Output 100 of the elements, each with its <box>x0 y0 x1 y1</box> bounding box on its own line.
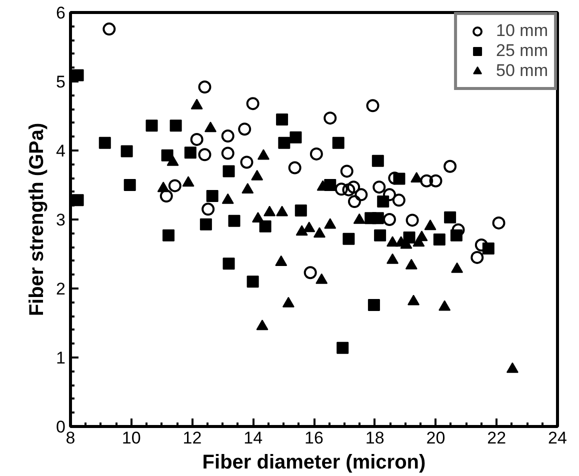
point <box>102 22 116 36</box>
point <box>386 253 399 264</box>
point <box>228 214 240 227</box>
point <box>410 172 423 182</box>
x-tick-label: 20 <box>426 428 446 448</box>
point <box>444 211 456 224</box>
point <box>264 206 276 216</box>
point <box>72 194 84 206</box>
legend-label: 25 mm <box>496 41 548 61</box>
point <box>342 232 355 245</box>
point <box>470 250 484 264</box>
point <box>290 131 302 144</box>
point <box>438 300 451 311</box>
point <box>160 190 173 203</box>
point <box>282 296 294 308</box>
x-axis-title: Fiber diameter (micron) <box>202 452 426 474</box>
point <box>166 155 179 166</box>
x-tick-label: 12 <box>182 428 202 448</box>
point <box>482 242 494 254</box>
x-tick-label: 24 <box>548 428 567 448</box>
point <box>310 147 323 160</box>
point <box>206 190 218 202</box>
point <box>168 179 182 192</box>
point <box>276 206 288 216</box>
point <box>324 112 337 125</box>
point <box>294 204 307 217</box>
point <box>382 213 396 226</box>
point <box>120 145 133 158</box>
point <box>275 255 288 266</box>
point <box>334 182 348 196</box>
point <box>405 258 418 270</box>
point <box>190 132 204 146</box>
point <box>98 136 111 149</box>
point <box>336 342 349 354</box>
point <box>278 136 290 149</box>
point <box>366 99 380 112</box>
x-tick-label: 18 <box>365 428 384 448</box>
legend-label: 10 mm <box>496 21 548 41</box>
y-tick-label: 4 <box>56 142 66 160</box>
point <box>353 213 366 224</box>
point <box>170 120 182 132</box>
point <box>506 362 518 373</box>
point <box>240 156 254 169</box>
point <box>257 149 270 160</box>
point <box>251 170 264 180</box>
point <box>146 120 158 132</box>
point <box>182 176 194 187</box>
point <box>474 238 488 252</box>
x-tick-label: 22 <box>487 428 506 448</box>
point <box>200 218 212 230</box>
y-tick-label: 1 <box>56 348 66 368</box>
y-tick-label: 0 <box>56 418 66 436</box>
y-tick-label: 5 <box>56 72 66 92</box>
point <box>332 136 344 149</box>
point <box>406 214 419 227</box>
point <box>184 146 196 159</box>
point <box>374 229 386 242</box>
point <box>348 195 361 208</box>
point <box>256 320 268 330</box>
x-tick-label: 16 <box>304 428 324 448</box>
point <box>429 174 442 188</box>
point <box>204 122 217 132</box>
point <box>222 258 235 270</box>
point <box>222 165 235 178</box>
point <box>444 160 457 173</box>
point <box>420 174 434 188</box>
x-tick-label: 10 <box>122 428 141 448</box>
point <box>238 122 252 136</box>
point <box>222 193 234 204</box>
point <box>221 130 234 142</box>
point <box>296 225 308 236</box>
point <box>382 188 396 202</box>
y-tick-label: 6 <box>56 4 66 22</box>
point <box>124 179 136 191</box>
point <box>246 97 260 110</box>
point <box>303 222 316 232</box>
y-tick-label: 2 <box>56 280 66 298</box>
point <box>354 188 368 202</box>
point <box>157 182 170 192</box>
point <box>316 273 328 284</box>
point <box>416 230 428 242</box>
point <box>433 234 446 246</box>
point <box>451 262 464 273</box>
point <box>252 212 264 222</box>
point <box>221 146 234 160</box>
point <box>198 80 212 94</box>
point <box>246 276 259 288</box>
point <box>162 229 175 242</box>
point <box>372 154 384 167</box>
point <box>377 196 390 208</box>
point <box>202 202 215 216</box>
point <box>450 229 462 242</box>
point <box>492 216 506 230</box>
point <box>259 220 272 232</box>
point <box>340 164 354 178</box>
point <box>304 266 317 280</box>
point <box>347 180 360 194</box>
point <box>408 294 420 306</box>
point <box>198 148 212 162</box>
y-axis-title: Fiber strength (GPa) <box>26 122 48 316</box>
